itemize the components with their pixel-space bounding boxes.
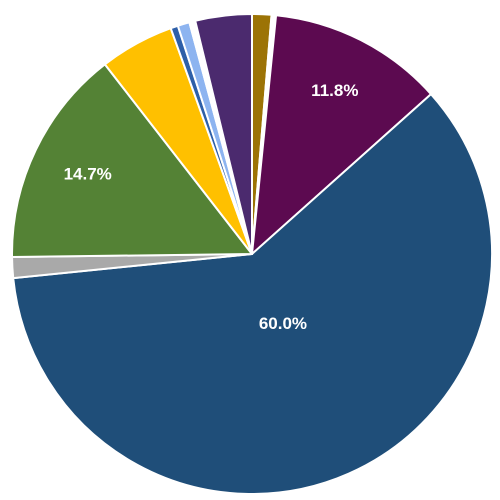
pie-slice [194, 13, 253, 255]
data-label: 60.0% [259, 314, 307, 333]
pie-slice [11, 63, 253, 259]
pie-slice [251, 14, 433, 255]
data-label: 14.7% [64, 164, 112, 183]
pie-slice [12, 93, 493, 495]
data-label: 11.8% [311, 81, 358, 100]
